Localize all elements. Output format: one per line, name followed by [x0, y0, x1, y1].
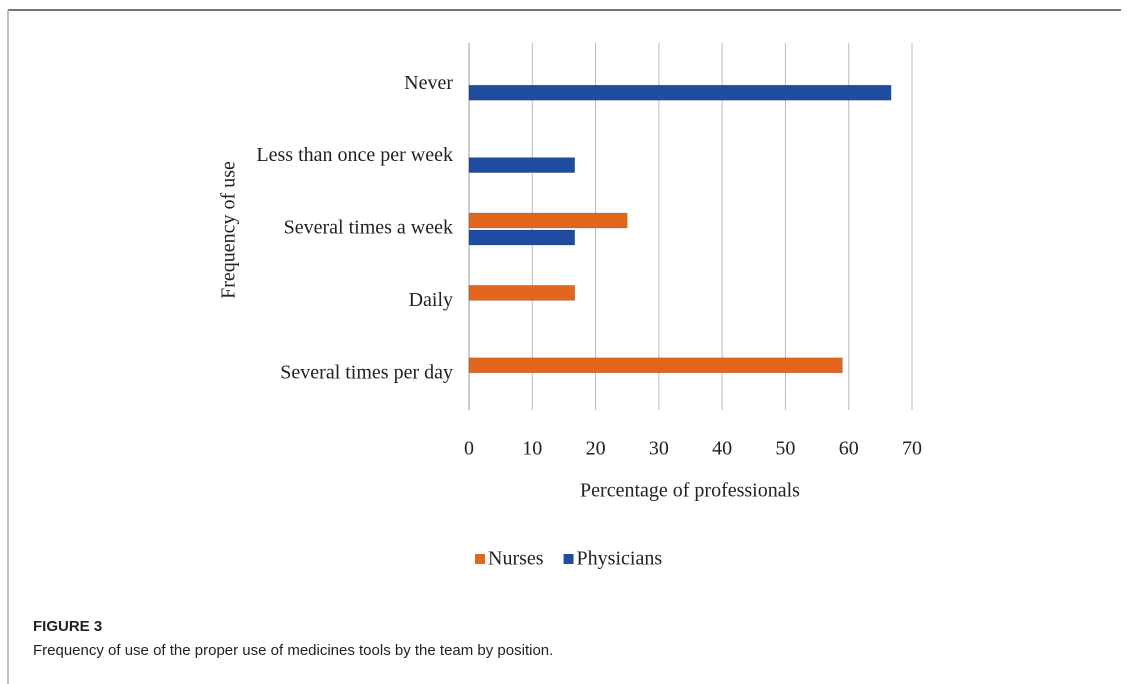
- x-tick-label: 60: [839, 438, 859, 460]
- bar: [468, 157, 575, 173]
- bar: [468, 285, 575, 301]
- x-tick-label: 10: [522, 438, 542, 460]
- chart: 0 10 20 30 40 50 60 70 Never Less than once per w…: [256, 43, 922, 570]
- x-axis-label: Percentage of professionals: [580, 480, 800, 502]
- y-axis-label: Frequency of use: [218, 161, 240, 299]
- bar: [468, 357, 843, 374]
- bar: [468, 84, 892, 101]
- legend-label: Nurses: [488, 548, 544, 570]
- bar: [468, 212, 628, 229]
- x-tick-label: 20: [586, 438, 606, 460]
- y-tick-label: Several times per day: [280, 361, 453, 383]
- y-tick-label: Several times a week: [284, 217, 453, 239]
- y-tick-label: Never: [404, 72, 453, 94]
- caption-text: Frequency of use of the proper use of me…: [33, 642, 553, 659]
- bar: [468, 229, 575, 246]
- x-tick-label: 70: [902, 438, 922, 460]
- caption-label: FIGURE 3: [33, 618, 102, 635]
- x-tick-label: 30: [649, 438, 669, 460]
- x-tick-label: 50: [775, 438, 795, 460]
- y-tick-label: Less than once per week: [256, 144, 453, 166]
- x-tick-label: 0: [464, 438, 474, 460]
- x-tick-label: 40: [712, 438, 732, 460]
- legend-swatch: [475, 554, 485, 564]
- y-tick-label: Daily: [409, 289, 453, 311]
- legend-label: Physicians: [577, 548, 663, 570]
- legend-swatch: [563, 554, 574, 564]
